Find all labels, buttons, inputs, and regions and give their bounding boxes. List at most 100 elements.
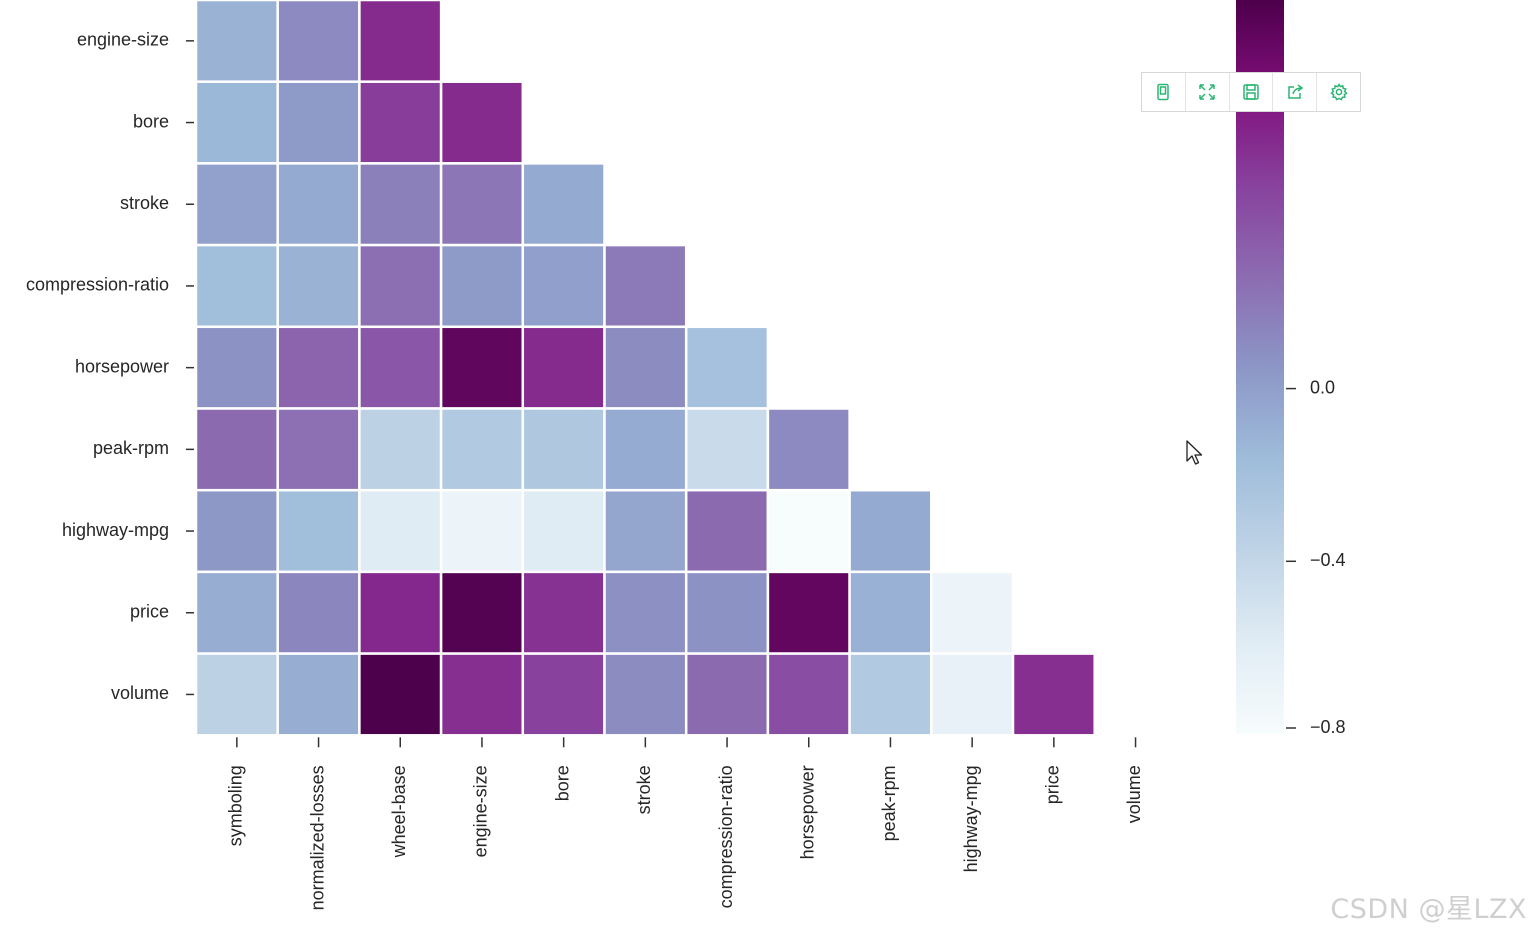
- x-tick-label: horsepower: [798, 765, 818, 859]
- y-tick-label: engine-size: [77, 30, 169, 50]
- export-icon: [1157, 83, 1170, 101]
- mouse-cursor-icon: [1186, 440, 1203, 465]
- heatmap-cell: [358, 80, 443, 165]
- heatmap-cell: [358, 652, 443, 737]
- heatmap-cell: [276, 570, 361, 655]
- heatmap-cell: [766, 488, 851, 574]
- x-tick-label: symboling: [226, 765, 246, 846]
- heatmap-cell: [603, 407, 688, 492]
- row-labels: engine-size bore stroke compression-ratio ho…: [26, 30, 194, 703]
- heatmap-cell: [521, 407, 606, 492]
- y-tick-label: stroke: [120, 193, 169, 213]
- heatmap-cell: [684, 325, 770, 410]
- y-tick-label: highway-mpg: [62, 520, 169, 540]
- y-tick-label: peak-rpm: [93, 438, 169, 458]
- heatmap-cell: [194, 0, 279, 83]
- heatmap-cell: [276, 0, 361, 83]
- heatmap-cell: [276, 488, 361, 574]
- x-tick-label: highway-mpg: [961, 765, 981, 872]
- heatmap-cell: [521, 488, 606, 574]
- heatmap-cell: [1011, 652, 1096, 737]
- colorbar-gradient: [1236, 0, 1284, 734]
- heatmap-cell: [194, 243, 279, 329]
- heatmap-cell: [194, 488, 279, 574]
- colorbar-tick-label: −0.4: [1310, 550, 1346, 570]
- heatmap-cell: [603, 652, 688, 737]
- heatmap-cell: [439, 652, 525, 737]
- y-tick-label: horsepower: [75, 356, 169, 376]
- heatmap-cell: [439, 325, 525, 410]
- x-tick-label: volume: [1124, 765, 1144, 823]
- save-button[interactable]: [1230, 73, 1274, 111]
- heatmap-cell: [930, 570, 1015, 655]
- heatmap-cell: [684, 652, 770, 737]
- heatmap-cell: [439, 488, 525, 574]
- heatmap-cell: [194, 325, 279, 410]
- x-tick-label: stroke: [634, 765, 654, 814]
- heatmap-cell: [439, 162, 525, 247]
- heatmap-cell: [276, 407, 361, 492]
- heatmap-cell: [521, 325, 606, 410]
- x-tick-label: wheel-base: [389, 765, 409, 858]
- heatmap-cell: [603, 243, 688, 329]
- heatmap-cell: [521, 162, 606, 247]
- heatmap-cell: [276, 652, 361, 737]
- heatmap-cell: [603, 325, 688, 410]
- heatmap-cell: [603, 488, 688, 574]
- export-button[interactable]: [1142, 73, 1186, 111]
- x-tick-label: peak-rpm: [879, 765, 899, 841]
- watermark: CSDN @星LZX: [1330, 894, 1527, 925]
- settings-button[interactable]: [1317, 73, 1360, 111]
- heatmap-cell: [276, 243, 361, 329]
- share-button[interactable]: [1273, 73, 1318, 111]
- y-tick-label: price: [130, 602, 169, 622]
- y-tick-label: volume: [111, 683, 169, 703]
- column-labels: symboling normalized-losses wheel-base engi…: [226, 737, 1144, 910]
- heatmap-cell: [358, 0, 443, 83]
- x-tick-label: price: [1043, 765, 1063, 804]
- heatmap-cell: [521, 652, 606, 737]
- heatmap-cell: [358, 162, 443, 247]
- heatmap-cell: [684, 488, 770, 574]
- heatmap-cell: [848, 570, 933, 655]
- heatmap-cell: [439, 407, 525, 492]
- colorbar: 0.0 −0.4 −0.8: [1236, 0, 1346, 737]
- colorbar-tick-label: 0.0: [1310, 377, 1335, 397]
- heatmap-cell: [439, 243, 525, 329]
- heatmap-cell: [276, 325, 361, 410]
- heatmap-cell: [194, 407, 279, 492]
- save-icon: [1243, 84, 1259, 100]
- x-tick-label: bore: [552, 765, 572, 801]
- heatmap-cell: [276, 162, 361, 247]
- heatmap-cell: [358, 325, 443, 410]
- heatmap-cell: [439, 80, 525, 165]
- chart-toolbar: [1141, 72, 1361, 112]
- y-tick-label: bore: [133, 111, 169, 131]
- heatmap-cell: [766, 407, 851, 492]
- x-tick-label: compression-ratio: [716, 765, 736, 908]
- heatmap-cell: [358, 488, 443, 574]
- x-tick-label: normalized-losses: [307, 765, 327, 910]
- heatmap-cell: [439, 570, 525, 655]
- heatmap-cell: [521, 570, 606, 655]
- heatmap-cell: [848, 652, 933, 737]
- heatmap-cell: [194, 80, 279, 165]
- heatmap-cell: [603, 570, 688, 655]
- heatmap-cell: [358, 243, 443, 329]
- heatmap-cell: [766, 570, 851, 655]
- heatmap-cell: [521, 243, 606, 329]
- heatmap-cell: [358, 570, 443, 655]
- fullscreen-button[interactable]: [1186, 73, 1230, 111]
- colorbar-tick-label: −0.8: [1310, 717, 1346, 737]
- heatmap-cell: [930, 652, 1015, 737]
- heatmap-cells: [194, 0, 1096, 737]
- share-icon: [1288, 84, 1304, 99]
- heatmap-cell: [358, 407, 443, 492]
- heatmap-cell: [194, 162, 279, 247]
- settings-icon: [1329, 83, 1348, 101]
- heatmap-cell: [684, 570, 770, 655]
- heatmap-cell: [194, 652, 279, 737]
- heatmap-cell: [848, 488, 933, 574]
- heatmap-cell: [684, 407, 770, 492]
- fullscreen-icon: [1199, 84, 1215, 100]
